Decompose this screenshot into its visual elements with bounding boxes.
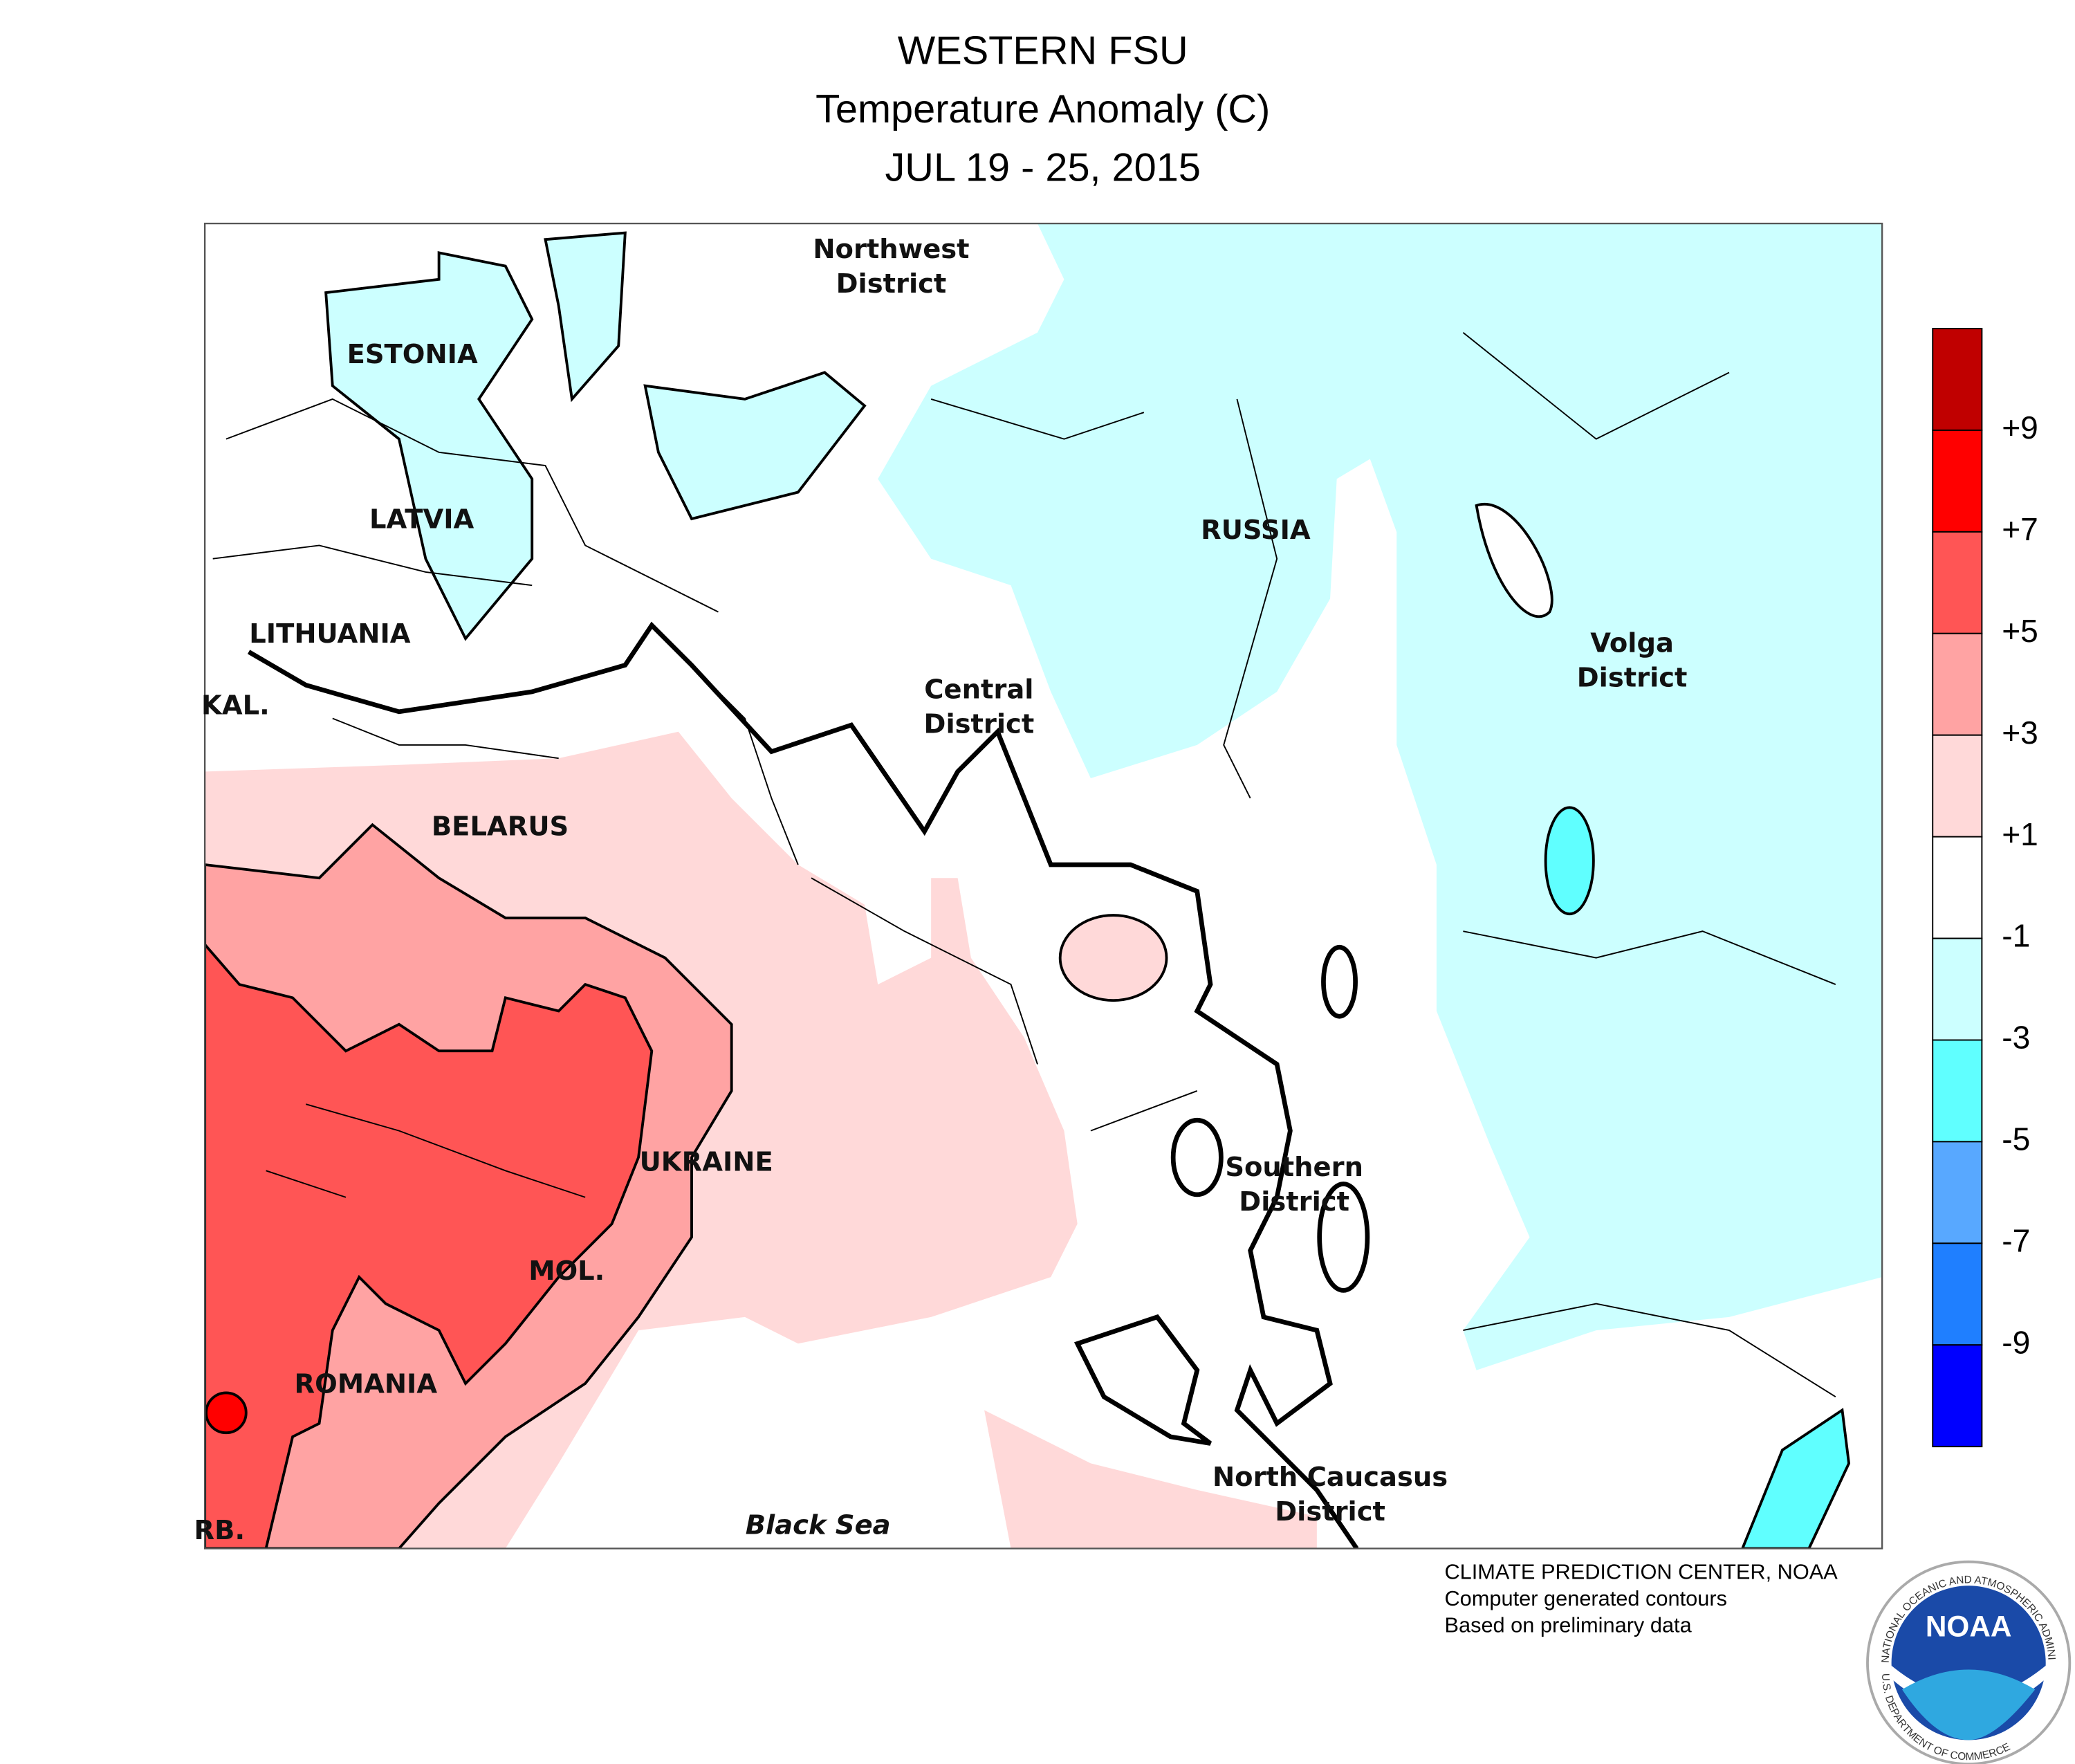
map-label: UKRAINE xyxy=(640,1146,773,1177)
legend-swatch xyxy=(1932,1141,1983,1244)
map-label: Northwest xyxy=(813,234,969,265)
legend-swatch xyxy=(1932,836,1983,939)
legend-swatch xyxy=(1932,429,1983,533)
legend-label: +5 xyxy=(2002,613,2038,649)
map-label: Central xyxy=(924,674,1033,706)
map-label: District xyxy=(836,268,947,300)
map-label: ROMANIA xyxy=(295,1368,438,1399)
credit: Based on preliminary data xyxy=(1444,1613,1692,1637)
map-label: Volga xyxy=(1590,627,1674,659)
map-label: RUSSIA xyxy=(1201,515,1311,546)
legend-swatch xyxy=(1932,1039,1983,1143)
map-label: District xyxy=(1275,1496,1385,1527)
map-label: LITHUANIA xyxy=(249,618,411,650)
legend-label: +9 xyxy=(2002,410,2038,445)
legend-swatch xyxy=(1932,734,1983,838)
map-label: District xyxy=(1577,662,1688,693)
legend-label: -7 xyxy=(2002,1222,2030,1258)
legend-swatch xyxy=(1932,531,1983,634)
map-label: Black Sea xyxy=(746,1509,891,1541)
map xyxy=(205,223,1883,1549)
legend-swatch xyxy=(1932,937,1983,1041)
legend-swatch xyxy=(1932,632,1983,736)
legend-swatch xyxy=(1932,1242,1983,1346)
credit: Computer generated contours xyxy=(1444,1586,1727,1610)
title: WESTERN FSU xyxy=(898,28,1188,73)
map-label: ESTONIA xyxy=(347,339,478,370)
map-label: District xyxy=(924,709,1035,740)
map-label: North Caucasus xyxy=(1212,1462,1448,1493)
legend-swatch xyxy=(1932,328,1983,431)
map-label: KAL. xyxy=(201,690,270,722)
logo-text: NOAA xyxy=(1926,1610,2012,1642)
map-label: Southern xyxy=(1225,1152,1363,1183)
legend-swatch xyxy=(1932,1344,1983,1448)
legend-label: -3 xyxy=(2002,1020,2030,1056)
map-label: MOL. xyxy=(528,1256,605,1287)
credit: CLIMATE PREDICTION CENTER, NOAA xyxy=(1444,1560,1838,1584)
date: JUL 19 - 25, 2015 xyxy=(885,146,1200,190)
map-label: LATVIA xyxy=(369,504,474,535)
legend-label: +1 xyxy=(2002,816,2038,852)
legend-label: -9 xyxy=(2002,1324,2030,1360)
map-label: BELARUS xyxy=(432,811,569,843)
map-label: RB. xyxy=(194,1515,246,1546)
map-label: District xyxy=(1239,1186,1349,1218)
subtitle: Temperature Anomaly (C) xyxy=(815,87,1270,131)
legend-label: +7 xyxy=(2002,511,2038,547)
legend-label: -1 xyxy=(2002,918,2030,954)
legend-label: +3 xyxy=(2002,715,2038,751)
legend-label: -5 xyxy=(2002,1121,2030,1157)
